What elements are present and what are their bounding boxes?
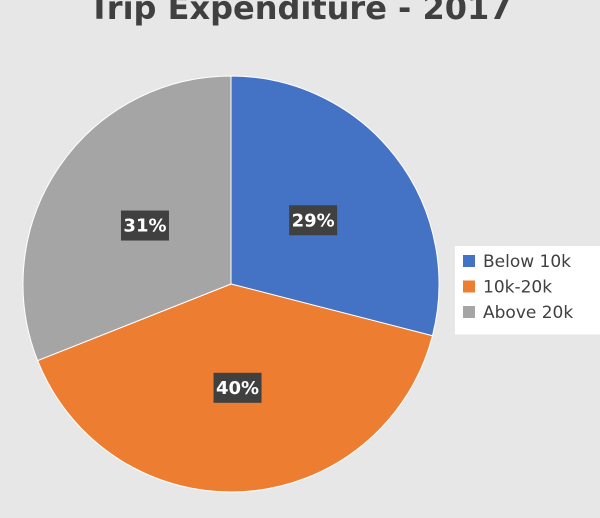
data-label: 29% xyxy=(292,210,335,231)
data-label: 31% xyxy=(123,216,166,237)
legend-box xyxy=(455,246,600,335)
data-label-box xyxy=(289,205,338,236)
legend-swatch xyxy=(463,255,475,267)
legend-label: Below 10k xyxy=(483,252,571,272)
legend-swatch xyxy=(463,280,475,293)
data-label-box xyxy=(120,210,169,241)
legend-label: 10k-20k xyxy=(483,278,552,298)
data-label: 40% xyxy=(216,378,259,399)
legend-label: Above 20k xyxy=(483,303,573,323)
data-label-box xyxy=(213,372,262,403)
chart-title: Trip Expenditure - 2017 xyxy=(88,0,511,27)
legend-swatch xyxy=(463,306,475,318)
